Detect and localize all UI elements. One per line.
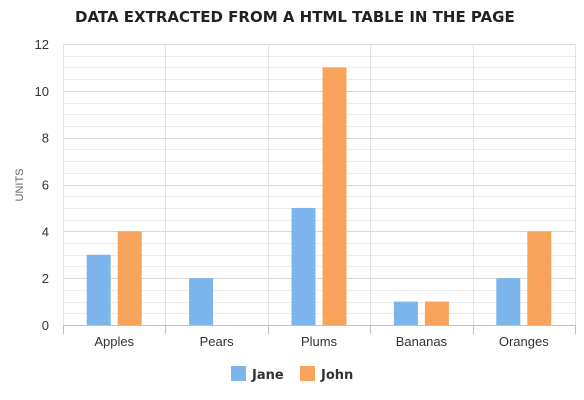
bar-john-oranges[interactable] xyxy=(527,231,551,325)
legend-swatch xyxy=(231,366,246,381)
y-tick-label: 4 xyxy=(42,224,49,239)
bar-john-apples[interactable] xyxy=(118,231,142,325)
bar-john-bananas[interactable] xyxy=(425,302,449,325)
x-tick-label: Plums xyxy=(301,334,338,349)
bar-john-plums[interactable] xyxy=(323,67,347,325)
legend-swatch xyxy=(300,366,315,381)
x-tick-label: Pears xyxy=(200,334,234,349)
x-tick-label: Oranges xyxy=(499,334,549,349)
bar-jane-bananas[interactable] xyxy=(394,302,418,325)
bar-jane-apples[interactable] xyxy=(87,255,111,325)
legend-label: Jane xyxy=(251,368,284,383)
legend-label: John xyxy=(320,368,353,383)
bar-jane-oranges[interactable] xyxy=(496,278,520,325)
y-tick-label: 10 xyxy=(35,84,49,99)
x-tick-label: Apples xyxy=(94,334,134,349)
legend-item-jane[interactable]: Jane xyxy=(231,366,284,383)
bar-jane-pears[interactable] xyxy=(189,278,213,325)
x-tick-label: Bananas xyxy=(396,334,448,349)
chart-title: DATA EXTRACTED FROM A HTML TABLE IN THE … xyxy=(75,8,515,26)
y-tick-label: 12 xyxy=(35,37,49,52)
y-tick-label: 6 xyxy=(42,178,49,193)
bar-jane-plums[interactable] xyxy=(292,208,316,325)
y-axis-label: UNITS xyxy=(14,169,26,202)
y-tick-label: 8 xyxy=(42,131,49,146)
y-tick-label: 0 xyxy=(42,318,49,333)
legend[interactable]: Jane John xyxy=(231,366,353,383)
legend-item-john[interactable]: John xyxy=(300,366,353,383)
y-tick-label: 2 xyxy=(42,271,49,286)
